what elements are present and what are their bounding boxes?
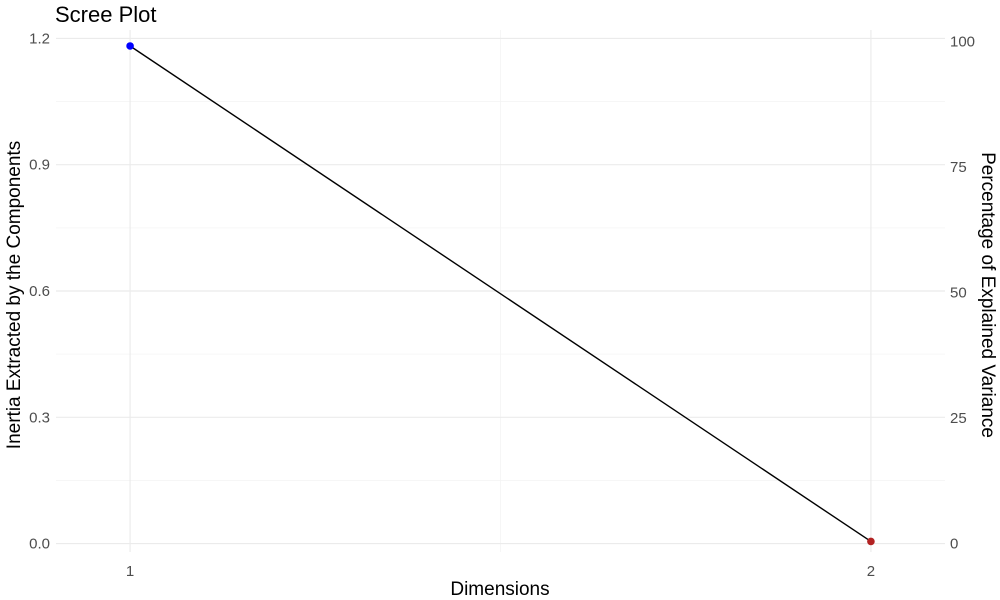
y-tick-label: 0.9 — [29, 157, 50, 174]
x-axis-title: Dimensions — [450, 579, 549, 600]
grid-lines — [56, 30, 945, 552]
y-axis-left-ticks: 0.0 0.3 0.6 0.9 1.2 — [29, 30, 50, 552]
chart-title: Scree Plot — [55, 2, 157, 27]
y-tick-label: 0.6 — [29, 283, 50, 300]
y2-tick-label: 50 — [950, 284, 967, 301]
series-line — [129, 45, 872, 543]
y2-tick-label: 0 — [950, 536, 958, 553]
data-point — [867, 537, 875, 546]
y-tick-label: 0.3 — [29, 409, 50, 426]
data-point — [126, 42, 134, 50]
y-tick-label: 1.2 — [29, 30, 50, 47]
y-axis-right-ticks: 0 25 50 75 100 — [950, 33, 975, 552]
y2-tick-label: 25 — [950, 410, 967, 427]
y2-tick-label: 75 — [950, 159, 967, 176]
y2-axis-title: Percentage of Explained Variance — [977, 152, 998, 438]
x-tick-label: 2 — [867, 563, 875, 580]
x-tick-label: 1 — [126, 563, 134, 580]
y2-tick-label: 100 — [950, 33, 975, 50]
series-line-layer — [129, 45, 872, 543]
y-axis-title: Inertia Extracted by the Components — [4, 141, 25, 449]
data-points — [126, 42, 875, 546]
y-tick-label: 0.0 — [29, 536, 50, 553]
